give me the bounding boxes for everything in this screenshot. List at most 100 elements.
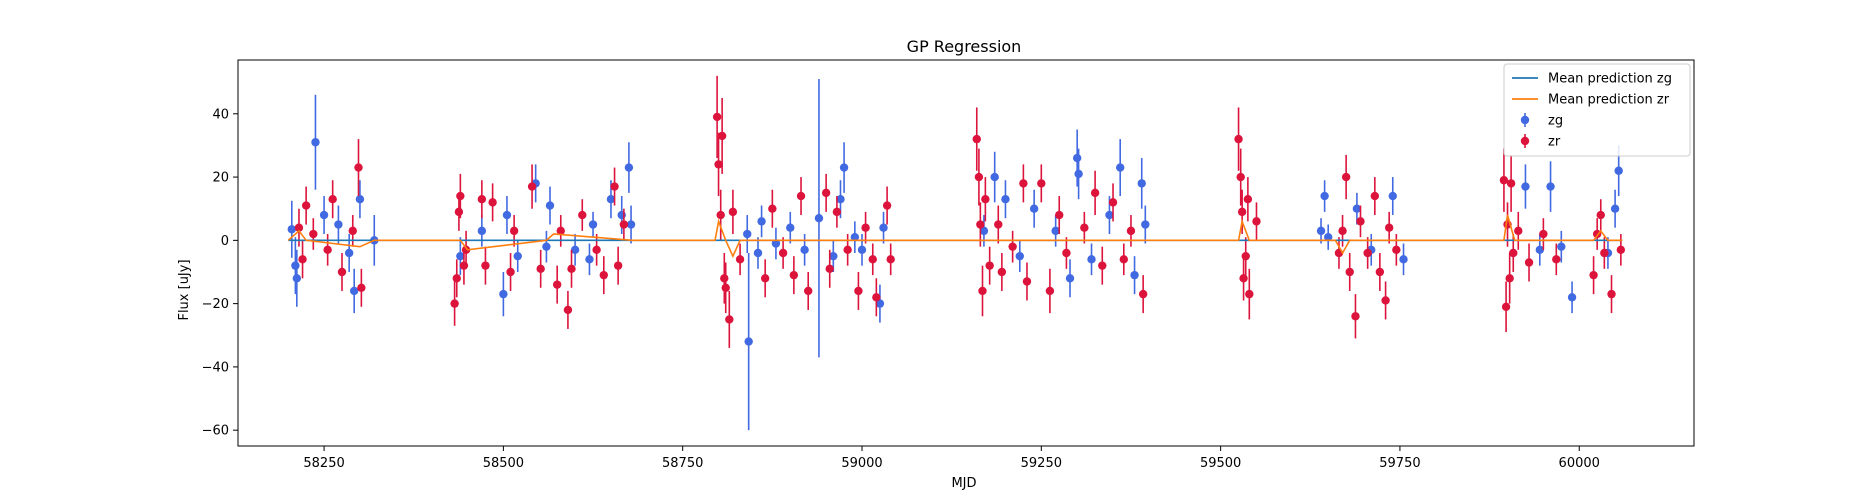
zr-point-99 [1392, 245, 1401, 255]
zg-point-4 [319, 210, 329, 220]
zr-point-25 [563, 305, 573, 315]
y-tick-label-2: −20 [202, 297, 229, 312]
zg-point-27 [753, 248, 763, 258]
zg-point-21 [606, 195, 616, 204]
zr-point-49 [825, 264, 834, 274]
zr-point-22 [536, 264, 545, 274]
zr-point-70 [1045, 286, 1055, 296]
y-axis-label: Flux [uJy] [177, 259, 192, 320]
legend: Mean prediction zg Mean prediction zr zg zr [1503, 63, 1691, 157]
zr-point-16 [477, 195, 487, 204]
zr-point-66 [1008, 242, 1017, 251]
zr-point-95 [1370, 191, 1380, 201]
zr-point-78 [1126, 226, 1136, 236]
zr-point-29 [599, 270, 608, 280]
zg-point-65 [1557, 242, 1566, 251]
zr-point-110 [1589, 270, 1598, 280]
zr-point-114 [1607, 289, 1616, 299]
zr-point-23 [552, 280, 562, 289]
zr-point-44 [778, 248, 788, 258]
zr-point-73 [1080, 223, 1089, 232]
zr-point-30 [610, 182, 619, 191]
zg-point-57 [1324, 232, 1333, 242]
zr-point-54 [868, 255, 877, 264]
zg-point-69 [1614, 166, 1623, 175]
y-tick-label-4: 20 [212, 171, 229, 186]
zr-point-2 [301, 201, 311, 210]
zr-point-26 [567, 264, 576, 274]
zr-point-100 [1499, 176, 1509, 185]
zg-point-19 [585, 255, 594, 264]
y-tick-label-0: −60 [202, 424, 229, 439]
zg-point-18 [570, 245, 580, 255]
zg-point-41 [990, 172, 999, 182]
chart-title: GP Regression [907, 37, 1022, 56]
zr-point-34 [714, 160, 723, 169]
y-tick-label-1: −40 [202, 360, 229, 375]
zr-point-40 [728, 207, 738, 217]
zr-point-115 [1616, 245, 1626, 255]
zr-point-27 [578, 210, 587, 220]
zr-point-28 [592, 245, 601, 255]
zr-point-47 [804, 286, 813, 296]
zr-point-15 [461, 245, 471, 255]
zg-point-10 [456, 251, 465, 261]
zr-point-42 [760, 274, 770, 283]
zr-point-94 [1363, 248, 1372, 258]
zr-point-112 [1596, 210, 1605, 220]
zg-point-50 [1105, 210, 1114, 220]
zg-point-44 [1029, 204, 1039, 213]
zr-point-58 [972, 134, 981, 144]
zg-point-35 [839, 163, 849, 172]
zg-point-26 [744, 337, 753, 346]
legend-label-1: Mean prediction zr [1548, 93, 1670, 108]
zr-point-57 [886, 255, 895, 264]
zr-point-24 [556, 226, 565, 236]
x-tick-label-5: 59500 [1200, 456, 1241, 471]
zg-point-16 [542, 242, 551, 251]
zg-point-43 [1015, 251, 1024, 261]
zr-point-60 [976, 220, 985, 229]
zg-point-48 [1074, 169, 1083, 179]
legend-label-3: zr [1548, 135, 1561, 150]
legend-swatch-3 [1520, 136, 1530, 146]
zg-point-20 [588, 220, 598, 229]
zg-point-46 [1065, 274, 1075, 283]
zr-point-80 [1234, 134, 1243, 144]
zg-point-55 [1316, 226, 1326, 236]
zr-point-63 [985, 261, 994, 270]
zr-point-31 [613, 261, 623, 270]
x-axis-label: MJD [951, 476, 976, 491]
zg-point-64 [1546, 182, 1555, 191]
zg-point-7 [349, 286, 359, 296]
zr-point-91 [1345, 267, 1354, 277]
zr-point-59 [974, 172, 984, 182]
zr-point-20 [509, 226, 519, 236]
zg-point-47 [1072, 153, 1082, 163]
axes-border [237, 59, 1695, 447]
zr-point-61 [978, 286, 987, 296]
zg-point-39 [879, 223, 888, 232]
zr-point-90 [1341, 172, 1351, 182]
axes-frame [237, 59, 1695, 447]
zr-point-17 [481, 261, 490, 270]
zr-point-101 [1501, 302, 1511, 311]
zr-point-92 [1351, 312, 1360, 321]
zr-point-86 [1245, 289, 1254, 299]
zr-point-1 [298, 255, 307, 264]
zr-point-104 [1506, 179, 1516, 188]
zr-point-56 [882, 201, 892, 210]
x-tick-label-7: 60000 [1559, 456, 1600, 471]
zr-point-41 [735, 255, 745, 264]
zr-point-67 [1019, 179, 1028, 188]
zr-point-65 [997, 267, 1007, 277]
zr-point-109 [1552, 255, 1561, 264]
zg-point-52 [1130, 270, 1139, 280]
zr-point-74 [1090, 188, 1100, 198]
zr-point-33 [712, 112, 722, 122]
zg-point-60 [1388, 191, 1397, 201]
zr-point-103 [1505, 274, 1514, 283]
legend-label-2: zg [1548, 114, 1563, 129]
zr-point-85 [1243, 195, 1253, 204]
